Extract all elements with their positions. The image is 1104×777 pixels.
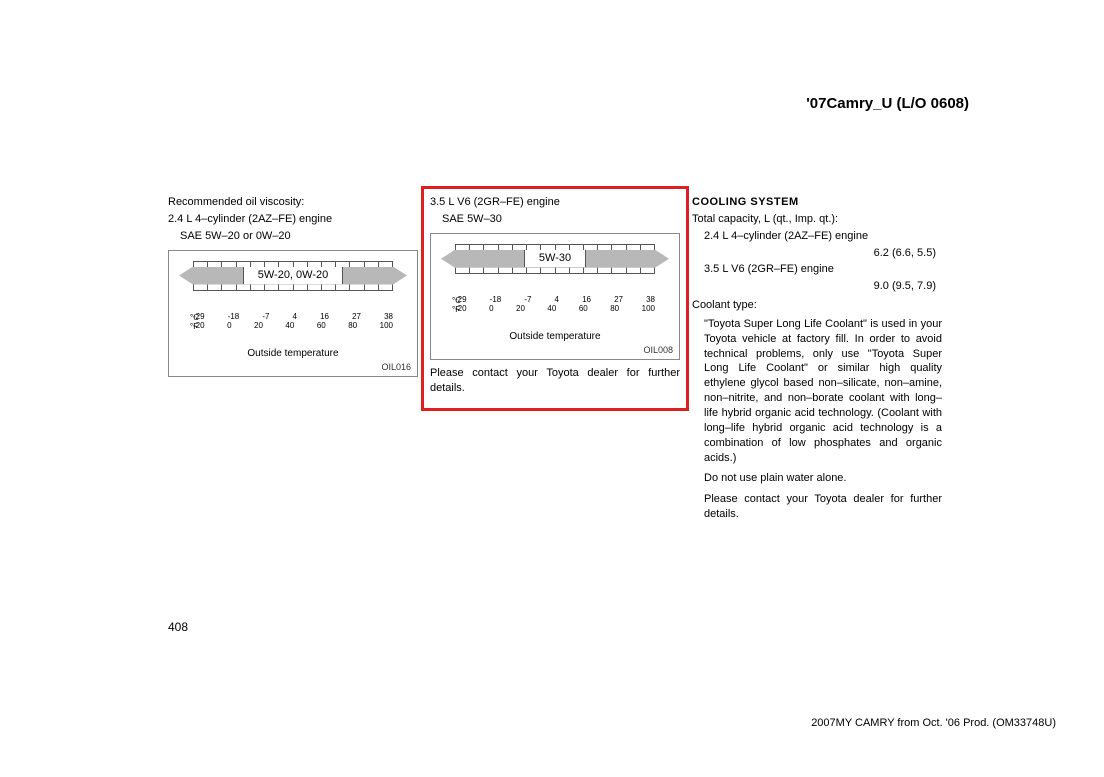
viscosity-arrow-label: 5W-20, 0W-20: [243, 267, 344, 284]
temp-chart-box-oil008: 5W-30 °C °F -29-18-74162738 -20020406080…: [430, 233, 680, 361]
dealer-note: Please contact your Toyota dealer for fu…: [430, 366, 680, 396]
temp-chart-4cyl: 5W-20, 0W-20 °C °F -29-18-74162738 -2002…: [179, 261, 407, 331]
scale-tick: 100: [642, 305, 655, 314]
capacity-engine1: 2.4 L 4–cylinder (2AZ–FE) engine: [692, 229, 942, 244]
temp-scale: °C °F -29-18-74162738 -20020406080100: [193, 313, 393, 331]
scale-tick: 60: [579, 305, 588, 314]
highlight-box: 3.5 L V6 (2GR–FE) engine SAE 5W–30 5W-30…: [421, 186, 689, 411]
capacity-engine2: 3.5 L V6 (2GR–FE) engine: [692, 262, 942, 277]
fahrenheit-unit-icon: °F: [190, 322, 198, 333]
scale-tick: 20: [516, 305, 525, 314]
viscosity-arrow-bar: 5W-20, 0W-20: [179, 267, 407, 285]
oil-spec-4cyl: SAE 5W–20 or 0W–20: [168, 229, 418, 244]
scale-tick: 100: [380, 322, 393, 331]
cooling-system-title: COOLING SYSTEM: [692, 195, 942, 210]
fahrenheit-row: -20020406080100: [193, 322, 393, 331]
coolant-contact: Please contact your Toyota dealer for fu…: [692, 492, 942, 522]
fahrenheit-row: -20020406080100: [455, 305, 655, 314]
oil-viscosity-heading: Recommended oil viscosity:: [168, 195, 418, 210]
temp-chart-v6: 5W-30 °C °F -29-18-74162738 -20020406080…: [441, 244, 669, 314]
chart-code: OIL008: [643, 344, 673, 356]
scale-tick: 0: [227, 322, 231, 331]
viscosity-arrow-label: 5W-30: [524, 250, 586, 267]
total-capacity-label: Total capacity, L (qt., Imp. qt.):: [692, 212, 942, 227]
temp-chart-box-oil016: 5W-20, 0W-20 °C °F -29-18-74162738 -2002…: [168, 250, 418, 378]
column-oil-4cyl: Recommended oil viscosity: 2.4 L 4–cylin…: [168, 195, 418, 524]
outside-temp-caption: Outside temperature: [435, 330, 675, 344]
content-columns: Recommended oil viscosity: 2.4 L 4–cylin…: [168, 195, 958, 524]
scale-tick: 80: [610, 305, 619, 314]
engine-v6-label: 3.5 L V6 (2GR–FE) engine: [430, 195, 680, 210]
chart-code: OIL016: [381, 361, 411, 373]
page-number: 408: [168, 620, 188, 634]
scale-tick: -7: [524, 296, 531, 305]
scale-tick: 20: [254, 322, 263, 331]
outside-temp-caption: Outside temperature: [173, 347, 413, 361]
coolant-type-label: Coolant type:: [692, 298, 942, 313]
viscosity-arrow-bar: 5W-30: [441, 250, 669, 268]
capacity-value1: 6.2 (6.6, 5.5): [692, 246, 942, 261]
footer-line: 2007MY CAMRY from Oct. '06 Prod. (OM3374…: [811, 717, 1056, 729]
scale-tick: 60: [317, 322, 326, 331]
fahrenheit-unit-icon: °F: [452, 305, 460, 316]
capacity-value2: 9.0 (9.5, 7.9): [692, 279, 942, 294]
scale-tick: 40: [285, 322, 294, 331]
page-header: '07Camry_U (L/O 0608): [806, 95, 969, 112]
column-cooling: COOLING SYSTEM Total capacity, L (qt., I…: [692, 195, 942, 524]
coolant-body-text: "Toyota Super Long Life Coolant" is used…: [692, 317, 942, 465]
scale-tick: 80: [348, 322, 357, 331]
scale-tick: -7: [262, 313, 269, 322]
oil-spec-v6: SAE 5W–30: [430, 212, 680, 227]
coolant-warning: Do not use plain water alone.: [692, 471, 942, 486]
temp-scale: °C °F -29-18-74162738 -20020406080100: [455, 296, 655, 314]
column-oil-v6: 3.5 L V6 (2GR–FE) engine SAE 5W–30 5W-30…: [430, 195, 680, 524]
scale-tick: 40: [547, 305, 556, 314]
scale-tick: 0: [489, 305, 493, 314]
engine-4cyl-label: 2.4 L 4–cylinder (2AZ–FE) engine: [168, 212, 418, 227]
